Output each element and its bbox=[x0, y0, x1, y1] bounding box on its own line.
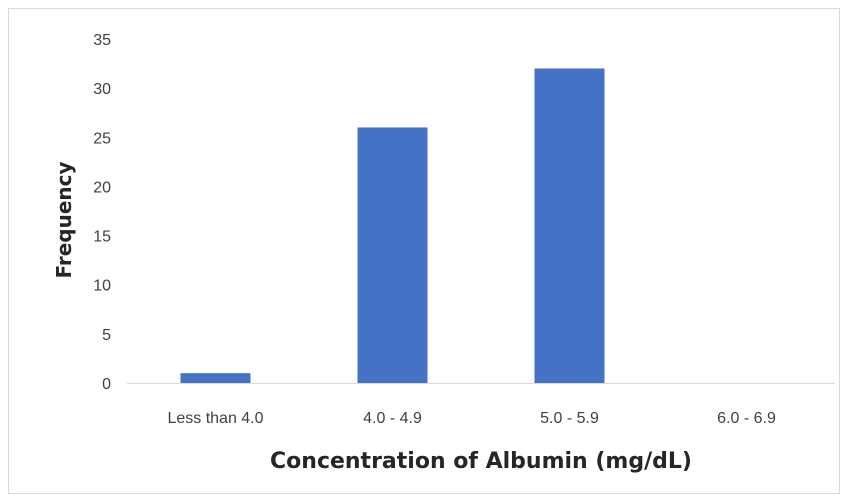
bar bbox=[534, 68, 605, 383]
y-tick-label: 10 bbox=[93, 278, 111, 295]
x-axis-title: Concentration of Albumin (mg/dL) bbox=[270, 449, 692, 474]
y-tick-label: 15 bbox=[93, 229, 111, 246]
x-tick-label: 5.0 - 5.9 bbox=[540, 410, 599, 427]
y-tick-label: 35 bbox=[93, 32, 111, 49]
y-tick-label: 30 bbox=[93, 81, 111, 98]
x-axis-ticks: Less than 4.0 4.0 - 4.9 5.0 - 5.9 6.0 - 6.9 bbox=[167, 410, 775, 427]
chart-area: 0 5 10 15 20 25 30 35 Less than 4.0 4.0 - 4.9 5.0… bbox=[8, 8, 840, 494]
x-tick-label: 6.0 - 6.9 bbox=[717, 410, 776, 427]
bars bbox=[180, 68, 605, 383]
x-tick-label: 4.0 - 4.9 bbox=[363, 410, 422, 427]
y-tick-label: 0 bbox=[102, 376, 111, 393]
y-tick-label: 20 bbox=[93, 179, 111, 196]
y-axis-ticks: 0 5 10 15 20 25 30 35 bbox=[93, 32, 111, 393]
y-tick-label: 5 bbox=[102, 327, 111, 344]
y-axis-title: Frequency bbox=[52, 161, 76, 278]
y-tick-label: 25 bbox=[93, 130, 111, 147]
bar bbox=[357, 127, 428, 383]
x-tick-label: Less than 4.0 bbox=[167, 410, 263, 427]
bar-chart: 0 5 10 15 20 25 30 35 Less than 4.0 4.0 - 4.9 5.0… bbox=[52, 32, 835, 474]
bar bbox=[180, 373, 251, 383]
